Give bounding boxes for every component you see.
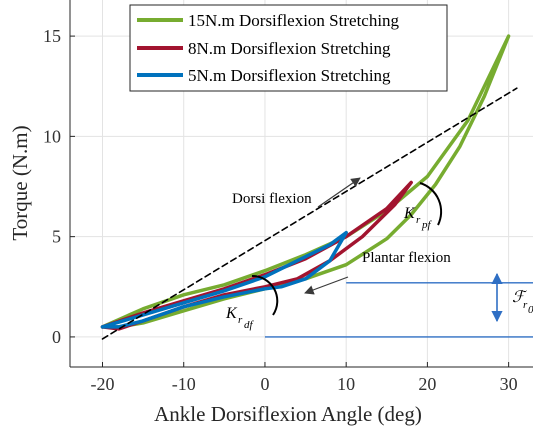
y-tick-label: 10 (43, 126, 61, 146)
k-pf-sub-pf: pf (421, 219, 433, 231)
y-tick-label: 15 (43, 26, 61, 46)
stiffness-fit-line (101, 87, 518, 340)
y-tick-label: 5 (52, 227, 61, 247)
friction-sub-trunc: 0 (528, 304, 533, 316)
series-5nm-loop (100, 230, 348, 329)
plantar-flexion-label: Plantar flexion (362, 250, 451, 266)
series-15nm-loop (100, 34, 511, 329)
y-tick-label: 0 (52, 327, 61, 347)
axes: -20 -10 0 10 20 30 0 5 10 15 (43, 0, 533, 394)
k-df-main: K (225, 305, 238, 322)
k-pf-label: K r pf (403, 205, 433, 231)
x-tick-label: -10 (172, 374, 196, 394)
x-tick-label: 20 (418, 374, 436, 394)
series-layer (100, 34, 518, 340)
legend-label-5nm: 5N.m Dorsiflexion Stretching (188, 66, 391, 85)
k-df-label: K r df (225, 305, 255, 331)
legend-label-8nm: 8N.m Dorsiflexion Stretching (188, 39, 391, 58)
x-tick-label: 10 (337, 374, 355, 394)
x-tick-label: -20 (90, 374, 114, 394)
k-df-arc (251, 274, 279, 316)
k-pf-main: K (403, 205, 416, 222)
legend-label-15nm: 15N.m Dorsiflexion Stretching (188, 11, 400, 30)
x-tick-label: 30 (500, 374, 518, 394)
friction-sub-r: r (523, 299, 528, 311)
friction-label: ℱ r 0 (512, 289, 533, 316)
friction-main: ℱ (512, 289, 528, 306)
dorsi-flexion-label: Dorsi flexion (232, 191, 312, 207)
x-tick-label: 0 (260, 374, 269, 394)
k-df-sub-r: r (238, 314, 243, 326)
k-df-sub-df: df (244, 319, 255, 331)
legend: 15N.m Dorsiflexion Stretching 8N.m Dorsi… (129, 4, 448, 92)
y-axis-title: Torque (N.m) (8, 125, 32, 240)
x-axis-title: Ankle Dorsiflexion Angle (deg) (154, 402, 422, 426)
k-pf-sub-r: r (416, 214, 421, 226)
k-pf-arc (419, 182, 443, 226)
plantar-flexion-arrow (304, 276, 349, 295)
dorsi-flexion-arrow (317, 177, 361, 208)
